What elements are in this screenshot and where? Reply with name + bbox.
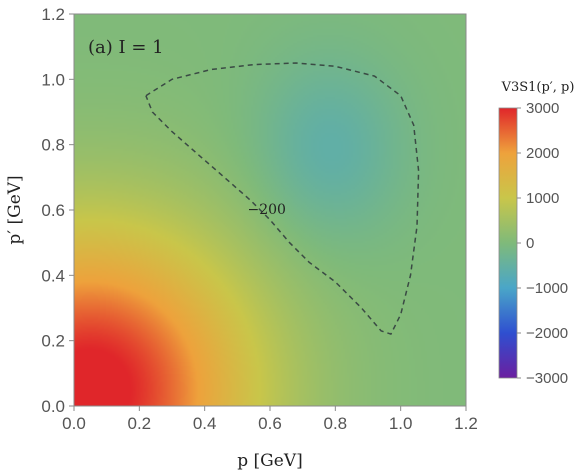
- y-tick-label: 1.2: [41, 5, 65, 24]
- x-tick-label: 1.0: [389, 414, 413, 433]
- colorbar-tick-label: 0: [526, 235, 534, 252]
- colorbar-tick-label: −1000: [526, 280, 568, 297]
- contour-line: [145, 62, 420, 336]
- y-tick-label: 0.2: [41, 332, 65, 351]
- x-axis-label: p [GeV]: [237, 451, 302, 471]
- x-axis: 0.0 0.2 0.4 0.6 0.8 1.0 1.2: [62, 406, 478, 433]
- y-tick-label: 1.0: [41, 70, 65, 89]
- colorbar-title: V3S1(p′, p): [501, 80, 575, 95]
- heatmap-image: [74, 14, 466, 406]
- y-tick-label: 0.4: [41, 266, 65, 285]
- x-tick-label: 0.8: [324, 414, 348, 433]
- colorbar: V3S1(p′, p) 3000 2000 1000 0 −1000 −2000 −3000: [498, 80, 575, 387]
- x-tick-label: 0.2: [128, 414, 152, 433]
- contour-label-group: −200: [248, 202, 286, 218]
- x-tick-label: 1.2: [454, 414, 478, 433]
- y-tick-label: 0.0: [41, 397, 65, 416]
- colorbar-tick-label: −3000: [526, 370, 568, 387]
- colorbar-bar: [498, 107, 518, 379]
- plot-area: [73, 13, 467, 407]
- colorbar-tick-label: 1000: [526, 190, 559, 207]
- x-tick-label: 0.4: [193, 414, 217, 433]
- colorbar-tick-label: 2000: [526, 145, 559, 162]
- x-tick-label: 0.0: [62, 414, 86, 433]
- contour-label: −200: [248, 202, 286, 218]
- x-tick-label: 0.6: [258, 414, 282, 433]
- y-axis-label: p′ [GeV]: [5, 175, 25, 244]
- colorbar-tick-label: 3000: [526, 100, 559, 117]
- colorbar-ticks: 3000 2000 1000 0 −1000 −2000 −3000: [517, 100, 568, 387]
- colorbar-tick-label: −2000: [526, 325, 568, 342]
- y-tick-label: 0.8: [41, 136, 65, 155]
- panel-annotation: (a) I = 1: [88, 37, 164, 58]
- y-tick-label: 0.6: [41, 201, 65, 220]
- y-axis: 0.0 0.2 0.4 0.6 0.8 1.0 1.2: [41, 5, 74, 416]
